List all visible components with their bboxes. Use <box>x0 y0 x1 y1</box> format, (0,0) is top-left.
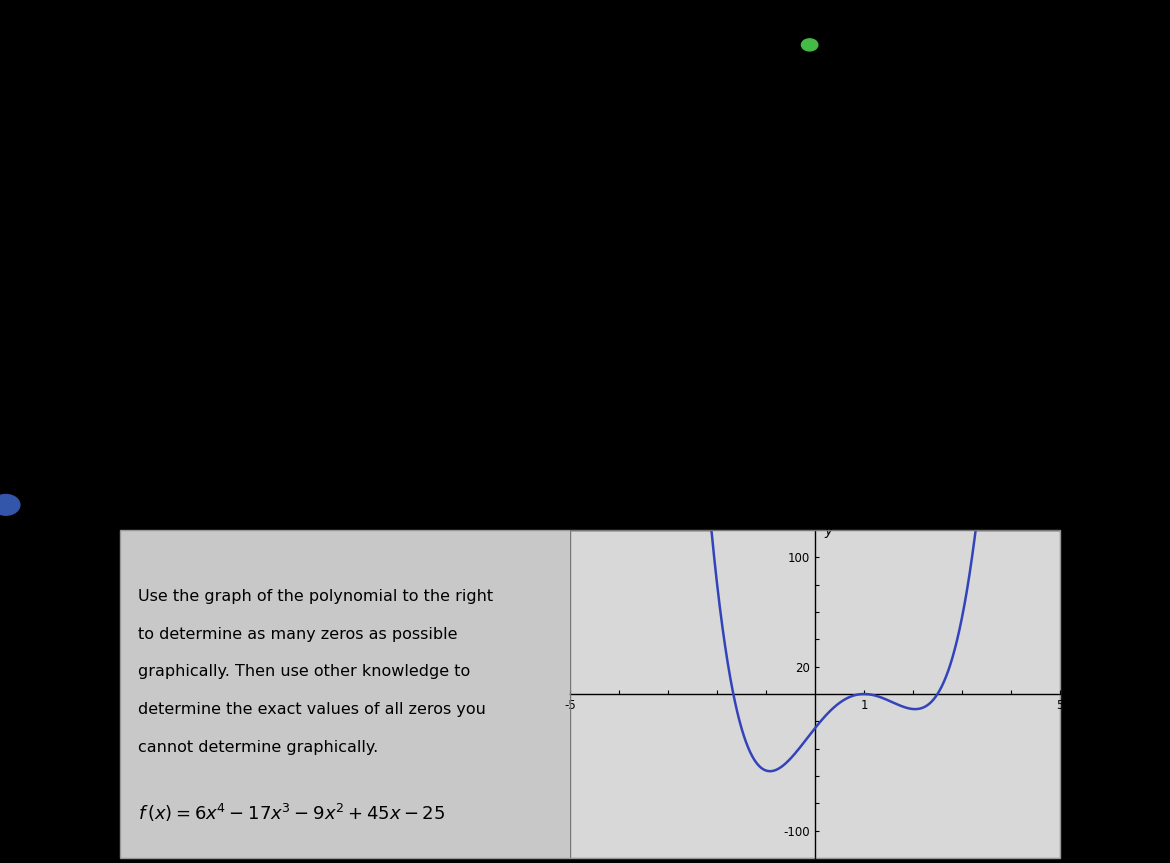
Text: y: y <box>825 524 833 539</box>
Bar <box>570 530 1060 858</box>
Text: x: x <box>1067 675 1075 689</box>
Text: determine the exact values of all zeros you: determine the exact values of all zeros … <box>138 702 486 717</box>
Text: graphically. Then use other knowledge to: graphically. Then use other knowledge to <box>138 665 470 679</box>
Text: cannot determine graphically.: cannot determine graphically. <box>138 740 378 755</box>
Text: $f\,(x) = 6x^4 - 17x^3 - 9x^2 + 45x - 25$: $f\,(x) = 6x^4 - 17x^3 - 9x^2 + 45x - 25… <box>138 803 445 824</box>
Text: to determine as many zeros as possible: to determine as many zeros as possible <box>138 627 457 642</box>
Text: Use the graph of the polynomial to the right: Use the graph of the polynomial to the r… <box>138 589 493 604</box>
